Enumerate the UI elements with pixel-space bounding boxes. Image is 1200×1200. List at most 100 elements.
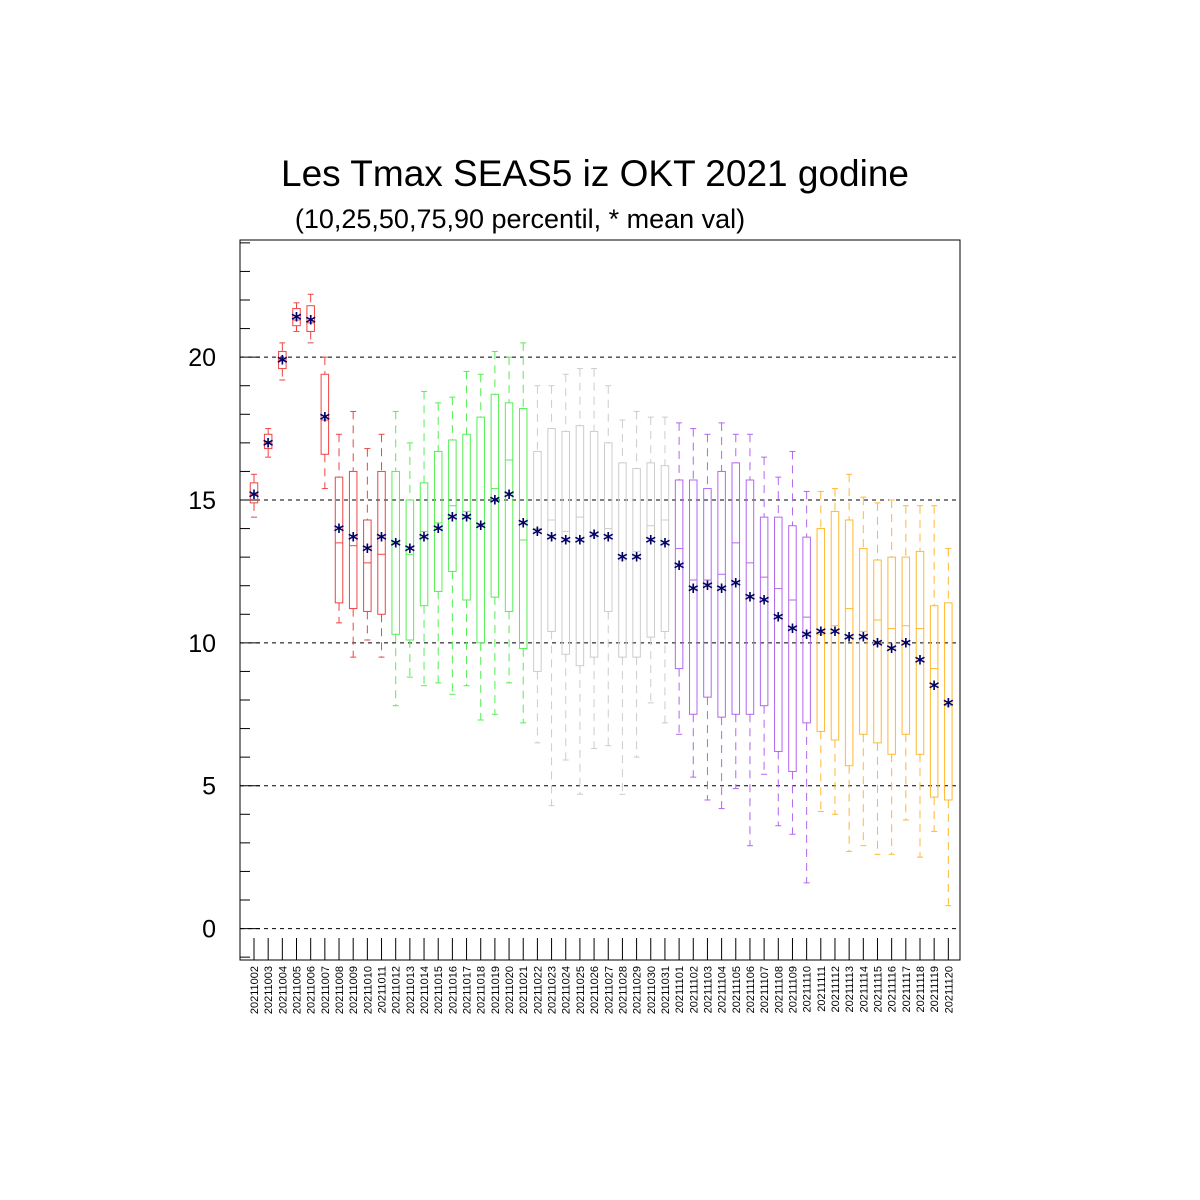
mean-marker: * [702,577,713,601]
mean-marker: * [589,525,600,549]
y-axis: 0 5 10 15 20 [188,242,260,958]
box-20211018 [476,373,485,721]
xtick-label: 20211029 [632,966,644,1014]
xtick-label: 20211107 [759,966,771,1013]
xtick-label: 20211011 [377,966,389,1013]
box-20211028 [618,419,627,795]
mean-marker: * [830,622,841,646]
xtick-label: 20211016 [447,966,459,1014]
box-20211015 [433,402,443,684]
mean-marker: * [419,528,430,552]
box-20211003 [263,428,273,458]
mean-marker: * [773,608,784,632]
xtick-label: 20211112 [830,966,842,1013]
mean-markers: **** *** * * * * * * * * * ** ** * * * * * ** ** *** * * ** ** * *… [249,308,954,718]
box-20211107 [759,456,769,775]
xtick-label: 20211021 [518,966,530,1014]
mean-marker: * [305,311,316,335]
box-20211011 [377,433,386,658]
xtick-label: 20211103 [702,966,714,1013]
box-iqr [873,559,882,744]
box-iqr [731,462,741,715]
box-iqr [575,425,585,667]
box-iqr [348,470,358,610]
xtick-label: 20211014 [419,966,431,1014]
xtick-label: 20211031 [660,966,672,1014]
box-20211103 [703,433,712,801]
box-iqr [292,308,301,327]
box-20211006 [306,293,315,344]
xtick-label: 20211024 [561,966,573,1014]
box-iqr [518,408,528,650]
mean-marker: * [348,528,359,552]
box-20211022 [533,385,542,744]
box-iqr [533,450,542,672]
mean-marker: * [291,308,302,332]
xtick-label: 20211119 [929,966,941,1013]
box-iqr [263,433,273,450]
box-20211112 [830,488,840,815]
xtick-label: 20211028 [617,966,629,1014]
mean-marker: * [929,677,940,701]
box-iqr [802,536,811,724]
xtick-label: 20211027 [603,966,615,1014]
box-20211027 [604,385,613,747]
box-iqr [901,556,911,735]
box-20211030 [646,416,656,704]
box-iqr [604,442,613,612]
grid-lines [240,356,960,930]
mean-marker: * [844,628,855,652]
xtick-label: 20211118 [915,966,927,1013]
mean-marker: * [376,528,387,552]
box-iqr [674,479,684,670]
boxes [249,293,953,907]
mean-marker: * [518,514,529,538]
xtick-label: 20211020 [504,966,516,1014]
mean-marker: * [433,520,444,544]
mean-marker: * [617,548,628,572]
mean-marker: * [561,531,572,555]
box-20211115 [873,502,882,855]
box-iqr [547,428,556,632]
mean-marker: * [320,408,331,432]
xtick-label: 20211018 [476,966,488,1014]
xtick-label: 20211113 [844,966,856,1013]
xtick-label: 20211009 [348,966,360,1014]
xtick-label: 20211019 [490,966,502,1014]
xtick-label: 20211115 [872,966,884,1013]
box-20211009 [348,410,358,658]
box-20211119 [929,505,939,832]
mean-marker: * [915,651,926,675]
box-20211029 [632,410,641,758]
mean-marker: * [263,434,274,458]
mean-marker: * [716,580,727,604]
mean-marker: * [674,557,685,581]
box-iqr [717,470,726,718]
xtick-label: 20211013 [405,966,417,1014]
box-20211026 [589,368,599,750]
xtick-label: 20211108 [773,966,785,1013]
box-iqr [405,499,415,641]
mean-marker: * [731,574,742,598]
box-iqr [759,516,769,707]
xtick-label: 20211104 [717,966,729,1013]
box-iqr [377,470,386,615]
mean-marker: * [405,540,416,564]
mean-marker: * [816,622,827,646]
xtick-label: 20211006 [306,966,318,1014]
mean-marker: * [886,640,897,664]
box-20211020 [504,356,514,684]
box-20211007 [320,356,330,490]
box-20211105 [731,433,741,790]
xtick-label: 20211015 [433,966,445,1014]
box-20211014 [419,390,429,687]
box-20211114 [859,496,868,847]
mean-marker: * [660,534,671,558]
box-iqr [745,479,755,715]
box-iqr [249,482,259,504]
xtick-label: 20211026 [589,966,601,1014]
xtick-label: 20211114 [858,966,870,1013]
mean-marker: * [646,531,657,555]
mean-marker: * [575,531,586,555]
